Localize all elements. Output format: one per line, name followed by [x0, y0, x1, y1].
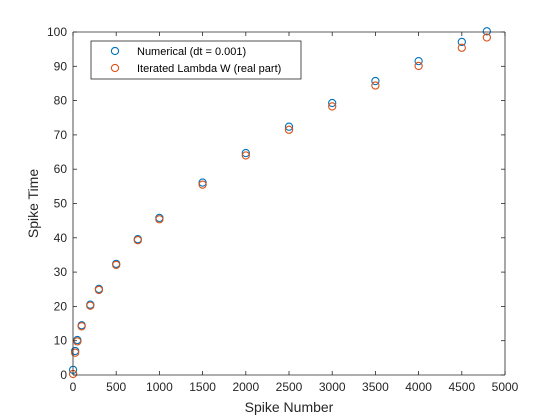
- x-axis-label: Spike Number: [245, 399, 334, 415]
- data-point: [241, 148, 250, 158]
- data-point: [482, 33, 492, 42]
- y-tick-label: 50: [54, 197, 68, 211]
- legend-marker-numerical: [110, 46, 120, 56]
- data-point: [371, 76, 380, 86]
- data-point: [328, 102, 337, 111]
- y-tick-label: 90: [54, 59, 68, 73]
- y-tick-label: 70: [54, 128, 68, 142]
- data-point: [482, 27, 492, 36]
- y-tick-label: 40: [54, 231, 68, 245]
- y-tick-label: 80: [54, 94, 68, 108]
- y-axis-label: Spike Time: [25, 169, 41, 238]
- data-point: [241, 151, 250, 160]
- data-point: [73, 337, 82, 346]
- x-tick-label: 1000: [146, 380, 173, 394]
- x-tick-label: 4000: [405, 380, 432, 394]
- data-point: [133, 236, 142, 245]
- data-point: [155, 215, 164, 224]
- series-1: [68, 33, 492, 379]
- y-tick-label: 20: [54, 299, 68, 313]
- y-tick-label: 60: [54, 162, 68, 176]
- x-tick-label: 3500: [362, 380, 389, 394]
- data-point: [457, 37, 466, 47]
- y-axis-ticks: 0 10 20 30 40 50 60 70 80 90 100: [47, 25, 505, 382]
- data-point: [94, 285, 104, 295]
- series-layer: [68, 27, 492, 379]
- data-point: [284, 122, 294, 131]
- x-tick-label: 1500: [189, 380, 216, 394]
- x-tick-label: 2000: [232, 380, 259, 394]
- axes-background: [73, 32, 505, 375]
- data-point: [284, 125, 294, 134]
- data-point: [328, 98, 337, 108]
- x-tick-label: 2500: [276, 380, 303, 394]
- legend-marker-lambda-w: [110, 63, 120, 73]
- data-point: [414, 57, 423, 66]
- x-tick-label: 4500: [448, 380, 475, 394]
- legend-box: [90, 40, 302, 80]
- data-point: [457, 43, 466, 52]
- x-tick-label: 3000: [319, 380, 346, 394]
- data-point: [86, 301, 95, 310]
- x-tick-label: 500: [106, 380, 126, 394]
- y-tick-label: 30: [54, 265, 68, 279]
- data-point: [371, 81, 380, 90]
- data-point: [71, 348, 80, 357]
- legend-label-numerical: Numerical (dt = 0.001): [137, 46, 246, 58]
- y-tick-label: 10: [54, 334, 68, 348]
- data-point: [77, 322, 86, 331]
- data-point: [198, 180, 207, 189]
- x-tick-label: 0: [70, 380, 77, 394]
- legend: Numerical (dt = 0.001) Iterated Lambda W…: [90, 40, 302, 80]
- x-tick-label: 5000: [492, 380, 519, 394]
- y-tick-label: 100: [47, 25, 67, 39]
- y-tick-label: 0: [60, 368, 67, 382]
- legend-label-lambda-w: Iterated Lambda W (real part): [137, 63, 281, 75]
- x-axis-ticks: 0 500 1000 1500 2000 2500 3000 3500 4000 4500 5000: [70, 32, 519, 394]
- data-point: [414, 61, 423, 71]
- data-point: [112, 260, 121, 270]
